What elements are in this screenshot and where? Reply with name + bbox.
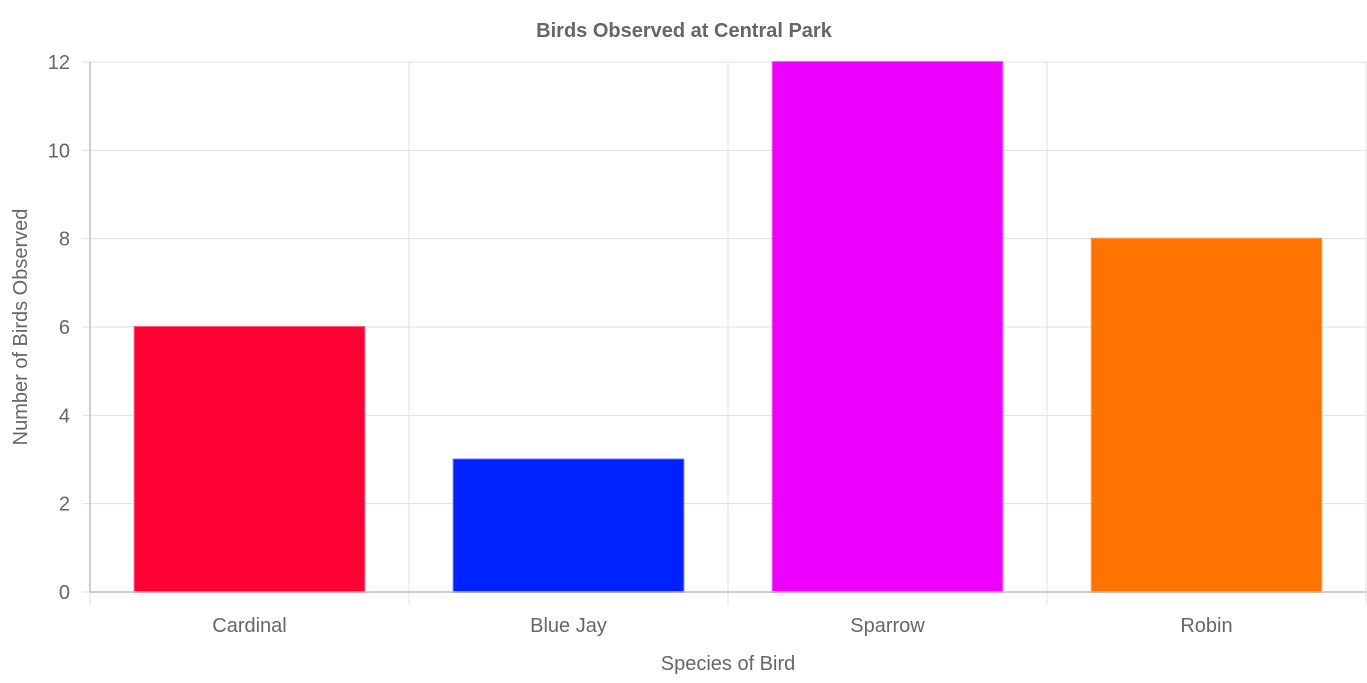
y-axis-title: Number of Birds Observed [10,209,32,446]
y-tick-label: 4 [59,405,70,427]
x-tick-label: Blue Jay [530,615,607,637]
y-tick-label: 12 [48,52,70,74]
y-tick-label: 2 [59,494,70,516]
y-tick-label: 0 [59,582,70,604]
bar-robin [1090,237,1323,594]
x-tick-label: Robin [1180,615,1232,637]
y-tick-label: 8 [59,229,70,251]
bar-blue-jay [452,458,685,593]
y-tick-label: 6 [59,317,70,339]
bars [133,61,1323,594]
chart-title: Birds Observed at Central Park [536,20,833,42]
x-tick-label: Sparrow [850,615,925,637]
bar-cardinal [133,326,366,593]
x-tick-label: Cardinal [212,615,286,637]
x-axis-title: Species of Bird [661,653,796,675]
y-tick-label: 10 [48,140,70,162]
bar-sparrow [771,61,1004,593]
axes: 0 2 4 6 8 10 12 Cardinal Blue Jay Sparrow Robin [48,52,1366,637]
